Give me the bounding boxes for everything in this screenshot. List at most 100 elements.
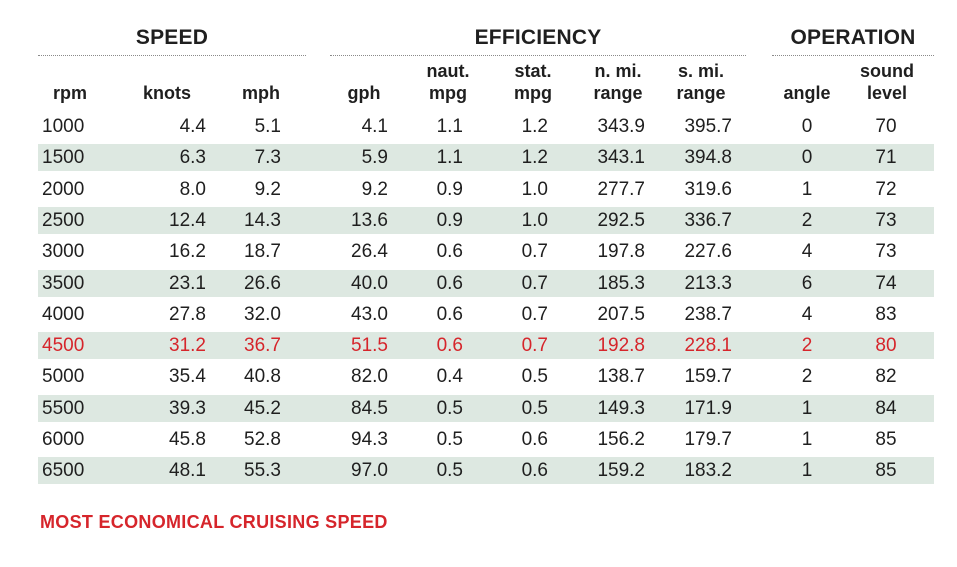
column-header-line: angle [783,83,831,103]
cell-rpm: 6500 [42,460,85,482]
cell-n-mi-range: 277.7 [597,178,645,200]
cell-stat-mpg: 0.6 [521,460,548,482]
cell-stat-mpg: 0.7 [521,241,548,263]
cell-s-mi-range: 319.6 [684,178,732,200]
row-band [38,206,934,234]
cell-knots: 4.4 [179,116,206,137]
column-header-line: rpm [52,83,87,103]
cell-naut-mpg: 1.1 [436,147,463,169]
cell-stat-mpg: 0.6 [521,429,548,450]
cell-gph: 9.2 [361,178,388,200]
cell-stat-mpg: 0.7 [521,335,548,357]
cell-gph: 4.1 [361,116,388,137]
column-header-angle: angle [772,60,842,104]
cell-mph: 55.3 [244,460,281,482]
cell-sound-level: 70 [875,116,897,137]
cell-angle: 2 [801,366,813,388]
cell-naut-mpg: 1.1 [436,116,463,137]
cell-knots: 27.8 [169,303,206,325]
cell-mph: 14.3 [244,209,281,231]
group-title-speed: SPEED [135,26,209,49]
cell-naut-mpg: 0.6 [436,272,463,294]
cell-angle: 4 [801,303,813,325]
cell-angle: 2 [801,335,813,357]
legend-note: MOST ECONOMICAL CRUISING SPEED [40,512,388,532]
cell-stat-mpg: 0.5 [521,397,548,419]
cell-stat-mpg: 1.0 [521,178,548,200]
cell-rpm: 2000 [42,178,85,200]
cell-mph: 40.8 [244,366,281,388]
cell-sound-level: 82 [875,366,897,388]
cell-rpm: 3000 [42,241,85,263]
column-header-line: mpg [429,83,467,103]
cell-s-mi-range: 395.7 [684,116,732,137]
column-header-line [225,60,297,82]
cell-naut-mpg: 0.5 [436,397,463,419]
cell-n-mi-range: 197.8 [597,241,645,263]
cell-naut-mpg: 0.9 [436,178,463,200]
cell-naut-mpg: 0.5 [436,429,463,450]
cell-s-mi-range: 213.3 [684,272,732,294]
cell-sound-level: 85 [875,429,897,450]
cell-naut-mpg: 0.6 [436,303,463,325]
cell-mph: 32.0 [244,303,281,325]
column-header-line: n. mi. [594,61,642,81]
column-header-line [38,60,102,82]
cell-sound-level: 73 [875,209,897,231]
divider-speed [38,55,306,56]
column-header-line: range [676,83,726,103]
column-header-knots: knots [122,60,212,104]
cell-gph: 84.5 [351,397,388,419]
column-header-line [122,60,212,82]
cell-knots: 39.3 [169,397,206,419]
cell-s-mi-range: 179.7 [684,429,732,450]
cell-sound-level: 73 [875,241,897,263]
column-header-line: gph [347,83,381,103]
column-header-n-mi-range: n. mi. range [580,60,656,104]
cell-angle: 1 [801,178,813,200]
column-header-line: naut. [426,61,470,81]
column-header-naut-mpg: naut. mpg [410,60,486,104]
column-header-stat-mpg: stat. mpg [495,60,571,104]
cell-sound-level: 85 [875,460,897,482]
cell-s-mi-range: 336.7 [684,209,732,231]
cell-s-mi-range: 171.9 [684,397,732,419]
cell-mph: 45.2 [244,397,281,419]
column-header-gph: gph [330,60,398,104]
cell-knots: 16.2 [169,241,206,263]
cell-naut-mpg: 0.9 [436,209,463,231]
cell-n-mi-range: 343.9 [597,116,645,137]
column-header-line: sound [860,61,914,81]
cell-rpm: 1500 [42,147,85,169]
row-band [38,269,934,297]
row-band [38,394,934,422]
divider-operation [772,55,934,56]
cell-s-mi-range: 228.1 [684,335,732,357]
cell-gph: 82.0 [351,366,388,388]
cell-naut-mpg: 0.6 [436,335,463,357]
cell-stat-mpg: 0.5 [521,366,548,388]
group-title-operation: OPERATION [790,26,916,49]
cell-n-mi-range: 185.3 [597,272,645,294]
cell-mph: 18.7 [244,241,281,263]
column-header-line: stat. [514,61,552,81]
cell-angle: 0 [801,147,813,169]
group-title-efficiency: EFFICIENCY [474,26,602,49]
cell-stat-mpg: 1.0 [521,209,548,231]
column-header-line: level [866,83,908,103]
column-header-rpm: rpm [38,60,102,104]
column-header-mph: mph [225,60,297,104]
cell-sound-level: 83 [875,303,897,325]
cell-gph: 97.0 [351,460,388,482]
cell-naut-mpg: 0.5 [436,460,463,482]
cell-knots: 45.8 [169,429,206,450]
cell-n-mi-range: 159.2 [597,460,645,482]
cell-s-mi-range: 183.2 [684,460,732,482]
cell-naut-mpg: 0.4 [436,366,463,388]
cell-naut-mpg: 0.6 [436,241,463,263]
cell-knots: 8.0 [179,178,206,200]
column-header-line [772,60,842,82]
cell-rpm: 2500 [42,209,85,231]
cell-s-mi-range: 238.7 [684,303,732,325]
cell-sound-level: 80 [875,335,897,357]
